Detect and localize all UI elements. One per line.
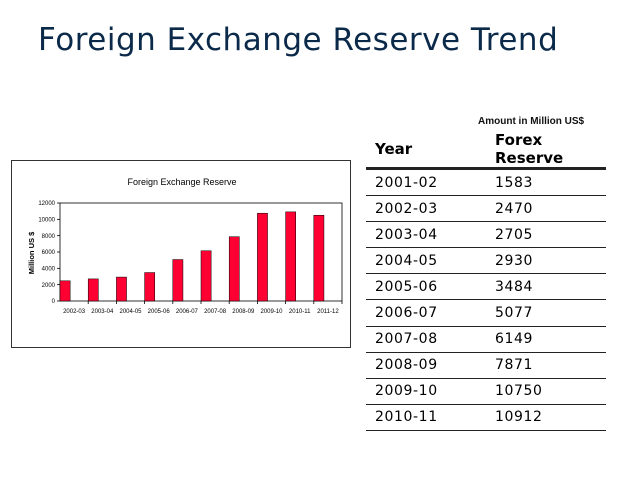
y-tick-label: 10000 xyxy=(38,218,55,224)
x-tick-label: 2003-04 xyxy=(91,309,114,315)
x-tick-label: 2008-09 xyxy=(232,309,255,315)
bar xyxy=(200,250,212,302)
bar xyxy=(257,212,268,302)
header-forex-reserve: Forex Reserve xyxy=(486,131,606,170)
cell-reserve: 2705 xyxy=(486,221,606,248)
y-tick-label: 12000 xyxy=(38,201,55,207)
bar xyxy=(228,236,240,302)
x-tick-label: 2011-12 xyxy=(317,309,339,315)
y-tick-label: 2000 xyxy=(42,283,56,289)
table-header-row: Year Forex Reserve xyxy=(366,131,606,170)
table-row: 2006-07 5077 xyxy=(366,299,606,327)
y-tick-label: 6000 xyxy=(42,250,56,256)
bar xyxy=(116,276,127,302)
x-tick-label: 2005-06 xyxy=(148,309,171,315)
cell-year: 2006-07 xyxy=(366,299,486,327)
cell-year: 2008-09 xyxy=(366,351,486,379)
chart-title: Foreign Exchange Reserve xyxy=(127,177,236,187)
x-tick-label: 2009-10 xyxy=(260,309,283,315)
table-row: 2009-10 10750 xyxy=(366,377,606,405)
y-tick-label: 4000 xyxy=(42,267,56,273)
y-tick-label: 0 xyxy=(52,299,56,305)
x-tick-label: 2004-05 xyxy=(119,309,142,315)
amount-note: Amount in Million US$ xyxy=(478,116,585,127)
bar xyxy=(87,278,99,302)
cell-year: 2007-08 xyxy=(366,325,486,353)
bar xyxy=(59,280,71,302)
cell-year: 2005-06 xyxy=(366,273,486,300)
table-row: 2005-06 3484 xyxy=(366,273,606,300)
bar xyxy=(285,211,297,302)
cell-reserve: 2930 xyxy=(486,247,606,274)
chart-container: Foreign Exchange Reserve Million US $ 0 2… xyxy=(11,160,351,348)
table-row: 2007-08 6149 xyxy=(366,325,606,353)
y-axis-label: Million US $ xyxy=(27,231,36,274)
cell-year: 2002-03 xyxy=(366,195,486,222)
x-tick-label: 2007-08 xyxy=(204,309,227,315)
cell-reserve: 7871 xyxy=(486,351,606,379)
cell-year: 2003-04 xyxy=(366,221,486,248)
table-row: 2001-02 1583 xyxy=(366,167,606,196)
table-row: 2003-04 2705 xyxy=(366,221,606,248)
x-tick-label: 2006-07 xyxy=(176,309,199,315)
table-row: 2004-05 2930 xyxy=(366,247,606,274)
x-tick-label: 2002-03 xyxy=(63,309,86,315)
cell-reserve: 10750 xyxy=(486,377,606,405)
table-row: 2002-03 2470 xyxy=(366,195,606,222)
x-tick-label: 2010-11 xyxy=(289,309,311,315)
cell-reserve: 3484 xyxy=(486,273,606,300)
bar xyxy=(172,259,184,302)
bar-chart: Foreign Exchange Reserve Million US $ 0 2… xyxy=(27,177,343,315)
cell-reserve: 5077 xyxy=(486,299,606,327)
table-row: 2008-09 7871 xyxy=(366,351,606,379)
cell-reserve: 1583 xyxy=(486,167,606,196)
page-title: Foreign Exchange Reserve Trend xyxy=(38,22,559,58)
forex-reserve-table: Year Forex Reserve 2001-02 1583 2002-03 24… xyxy=(366,131,606,431)
cell-year: 2010-11 xyxy=(366,403,486,431)
cell-year: 2001-02 xyxy=(366,167,486,196)
cell-reserve: 2470 xyxy=(486,195,606,222)
header-year: Year xyxy=(366,131,486,170)
cell-year: 2004-05 xyxy=(366,247,486,274)
cell-reserve: 10912 xyxy=(486,403,606,431)
y-tick-label: 8000 xyxy=(42,234,56,240)
bar xyxy=(313,215,325,302)
table-row: 2010-11 10912 xyxy=(366,403,606,431)
bar xyxy=(144,272,156,302)
cell-year: 2009-10 xyxy=(366,377,486,405)
cell-reserve: 6149 xyxy=(486,325,606,353)
